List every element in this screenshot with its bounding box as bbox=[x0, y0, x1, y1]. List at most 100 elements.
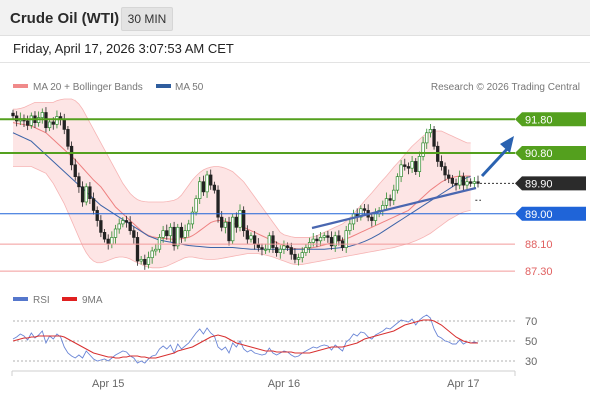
rsi-9ma-line bbox=[12, 319, 478, 359]
candle-body bbox=[274, 247, 279, 253]
candle-body bbox=[289, 247, 293, 255]
candle-body bbox=[216, 189, 220, 218]
candle-body bbox=[143, 259, 147, 265]
candle-body bbox=[373, 213, 378, 221]
candle-body bbox=[106, 238, 110, 245]
level-tag-0 bbox=[515, 112, 586, 127]
x-tick-label-1: Apr 16 bbox=[268, 378, 300, 390]
forecast-arrow-head bbox=[500, 136, 514, 153]
candle-body bbox=[304, 247, 308, 253]
legend-swatch-ma20 bbox=[13, 84, 28, 88]
top-bar: Crude Oil (WTI) 30 MIN bbox=[0, 0, 590, 36]
candle-body bbox=[461, 176, 466, 186]
candle-body bbox=[348, 223, 352, 232]
candle-body bbox=[95, 210, 99, 221]
candle-body bbox=[47, 121, 52, 129]
candle-body bbox=[458, 176, 462, 186]
candle-body bbox=[362, 208, 367, 211]
candle-body bbox=[110, 237, 114, 245]
candle-body bbox=[121, 220, 125, 225]
candle-body bbox=[311, 238, 315, 243]
bollinger-upper-line bbox=[13, 98, 471, 238]
candle-body bbox=[300, 252, 304, 259]
chart-frame: 91.80 90.80 89.90 89.00 88.10 87.30 30 50 70 Ap… bbox=[0, 62, 590, 400]
candle-body bbox=[267, 235, 271, 250]
rsi-line bbox=[12, 314, 479, 364]
candle-body bbox=[370, 216, 374, 221]
candle-body bbox=[421, 142, 425, 157]
candle-body bbox=[29, 115, 33, 126]
candle-body bbox=[238, 210, 242, 228]
level-label-1: 90.80 bbox=[525, 148, 553, 160]
bollinger-band-area bbox=[13, 99, 471, 268]
candle-body bbox=[99, 220, 103, 233]
candle-body bbox=[113, 228, 118, 238]
level-tag-1 bbox=[515, 146, 586, 161]
timeframe-button[interactable]: 30 MIN bbox=[121, 7, 173, 31]
level-label-0: 91.80 bbox=[525, 114, 553, 126]
candle-body bbox=[40, 112, 44, 118]
candle-body bbox=[51, 121, 55, 125]
candle-body bbox=[157, 237, 162, 250]
legend-label-ma20: MA 20 + Bollinger Bands bbox=[33, 82, 143, 93]
candle-body bbox=[11, 112, 15, 117]
candle-body bbox=[326, 235, 330, 238]
x-tick-label-2: Apr 17 bbox=[447, 378, 479, 390]
timestamp: Friday, April 17, 2026 3:07:53 AM CET bbox=[13, 41, 234, 56]
candle-body bbox=[249, 235, 253, 240]
candle-body bbox=[212, 184, 217, 191]
rsi-tick-30: 30 bbox=[525, 356, 537, 368]
candle-body bbox=[80, 186, 85, 203]
level-label-5: 87.30 bbox=[525, 266, 553, 278]
candle-body bbox=[417, 156, 422, 172]
candle-body bbox=[117, 223, 121, 230]
legend-swatch-rsi bbox=[13, 297, 28, 301]
candle-body bbox=[388, 198, 392, 201]
legend-swatch-ma50 bbox=[156, 84, 171, 88]
candle-body bbox=[205, 174, 209, 193]
candle-body bbox=[55, 116, 59, 125]
candle-body bbox=[337, 235, 341, 242]
level-tag-3 bbox=[515, 206, 586, 221]
candle-body bbox=[66, 129, 70, 147]
candle-body bbox=[253, 235, 257, 245]
rsi-tick-50: 50 bbox=[525, 336, 537, 348]
candle-body bbox=[271, 235, 275, 248]
candle-body bbox=[102, 232, 107, 240]
legend-label-rsi: RSI bbox=[33, 295, 50, 306]
candle-body bbox=[234, 216, 238, 228]
candle-body bbox=[403, 164, 407, 167]
candle-body bbox=[245, 230, 249, 240]
rsi-tick-70: 70 bbox=[525, 316, 537, 328]
candle-body bbox=[165, 230, 169, 237]
candle-body bbox=[454, 183, 458, 186]
candle-body bbox=[439, 161, 444, 167]
candle-body bbox=[278, 248, 282, 253]
candle-body bbox=[25, 120, 30, 126]
candle-body bbox=[476, 181, 480, 184]
candle-body bbox=[447, 174, 451, 179]
candle-body bbox=[150, 250, 154, 259]
x-tick-label-0: Apr 15 bbox=[92, 378, 124, 390]
candle-body bbox=[209, 174, 213, 186]
candle-body bbox=[84, 186, 88, 203]
candle-body bbox=[384, 198, 389, 206]
legend-label-ma50: MA 50 bbox=[175, 82, 204, 93]
level-label-3: 89.00 bbox=[525, 209, 553, 221]
candle-body bbox=[425, 132, 429, 144]
candle-body bbox=[410, 161, 414, 169]
forecast-arrow-shaft bbox=[480, 146, 510, 178]
candle-body bbox=[183, 230, 187, 238]
candle-body bbox=[465, 181, 469, 186]
candle-body bbox=[329, 237, 334, 247]
bollinger-lower-line bbox=[13, 166, 471, 269]
candle-body bbox=[154, 248, 158, 252]
candle-body bbox=[344, 230, 348, 248]
candle-body bbox=[139, 259, 143, 262]
candle-body bbox=[146, 257, 151, 265]
candle-body bbox=[172, 226, 176, 247]
candle-body bbox=[161, 230, 165, 238]
trendline-support bbox=[311, 186, 477, 230]
level-tag-2 bbox=[515, 176, 586, 191]
candle-body bbox=[201, 181, 206, 193]
